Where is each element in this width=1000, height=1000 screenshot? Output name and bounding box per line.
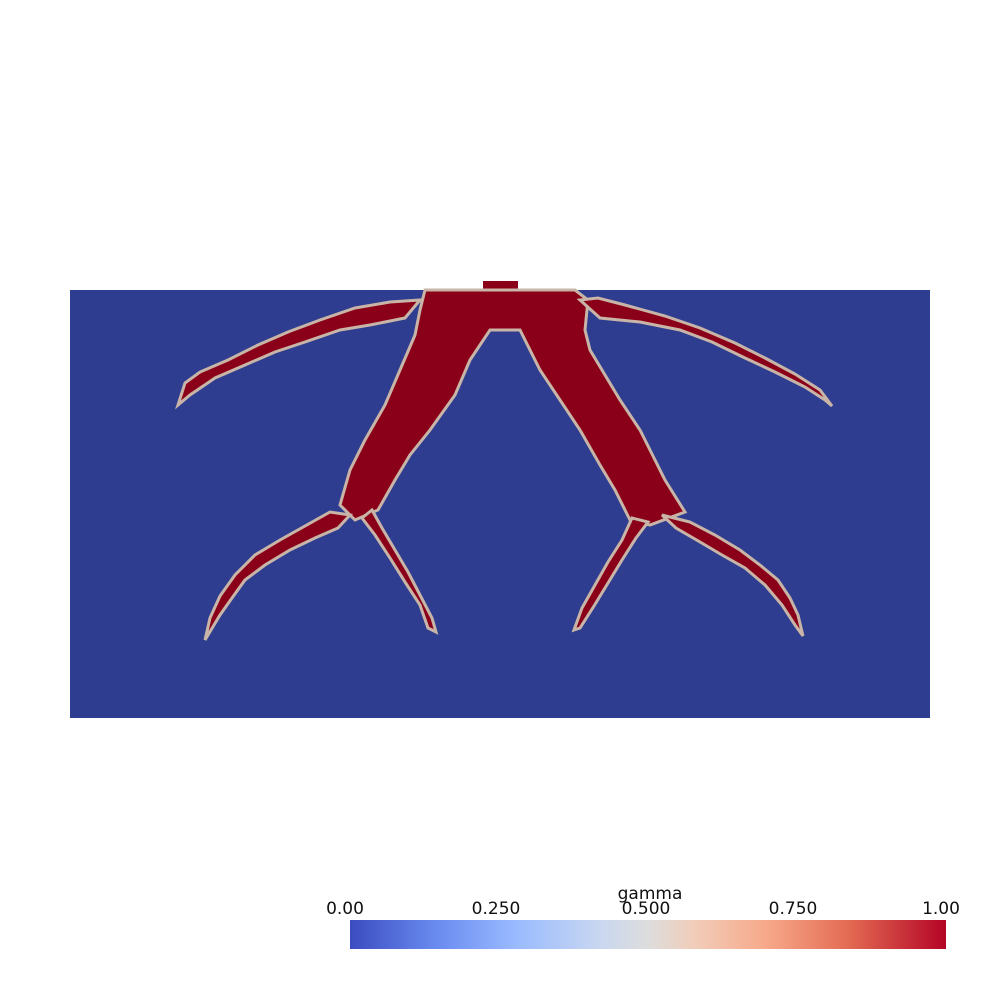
gamma-structure [175, 281, 834, 641]
colorbar-title: gamma [617, 884, 683, 904]
colorbar-tick-label: 0.250 [471, 899, 521, 919]
branch-lower-right-inner [571, 516, 651, 633]
branch-lower-left-inner [359, 507, 439, 635]
trunk [338, 288, 688, 527]
colorbar-tick-label: 0.750 [768, 899, 818, 919]
design-domain [70, 290, 930, 718]
branch-upper-right [576, 296, 834, 408]
branch-lower-right-outer [660, 513, 805, 637]
colorbar-tick-label: 1.00 [922, 899, 960, 919]
colorbar-tick-label: 0.00 [326, 899, 364, 919]
branch-lower-left-outer [203, 510, 354, 641]
colorbar-tick-label: 0.500 [621, 899, 671, 919]
branch-upper-left [175, 298, 424, 410]
colorbar-gradient [350, 920, 946, 949]
